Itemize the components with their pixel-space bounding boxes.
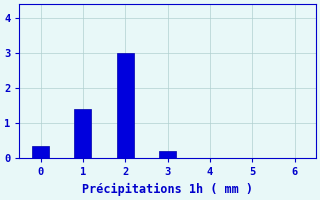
X-axis label: Précipitations 1h ( mm ): Précipitations 1h ( mm )	[82, 183, 253, 196]
Bar	[117, 53, 134, 158]
Bar	[32, 146, 49, 158]
Bar	[159, 151, 176, 158]
Bar	[75, 109, 92, 158]
